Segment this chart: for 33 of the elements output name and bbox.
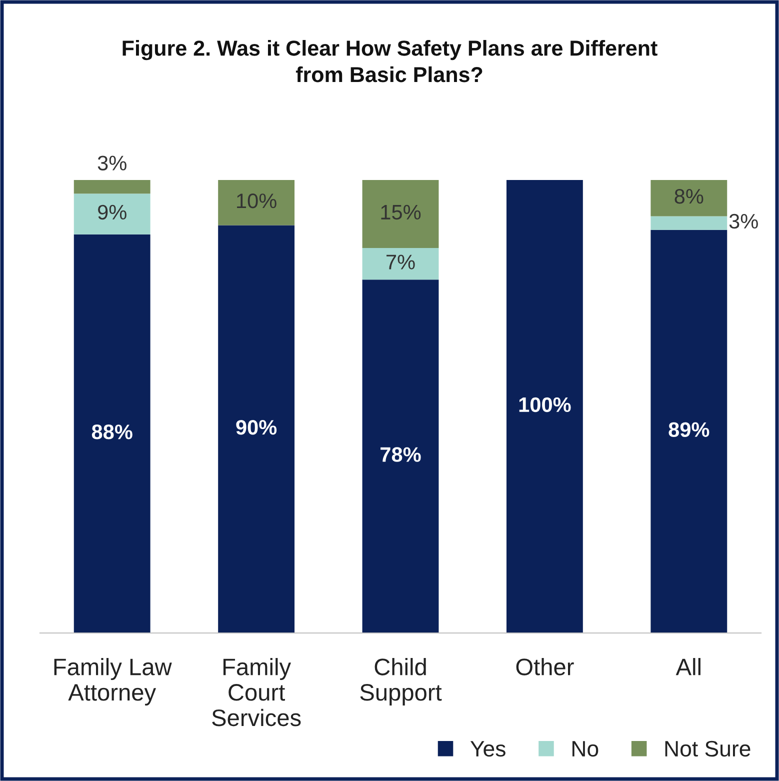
x-tick-label: Family Law Attorney xyxy=(54,658,172,706)
bar xyxy=(650,216,728,230)
bar xyxy=(74,180,150,194)
data-label: 3% xyxy=(729,214,758,229)
bar xyxy=(362,280,439,633)
x-tick-label: Other xyxy=(516,658,574,676)
data-label: 100% xyxy=(519,397,571,412)
data-label: 7% xyxy=(386,254,415,270)
bar xyxy=(650,180,728,216)
legend-label: Not Sure xyxy=(665,740,750,757)
x-tick-label: Child Support xyxy=(360,658,442,706)
bar xyxy=(362,180,439,248)
bar xyxy=(218,225,295,633)
bar xyxy=(650,230,728,633)
legend-label: No xyxy=(572,741,598,757)
data-label: 9% xyxy=(98,204,126,220)
x-tick-label: Family Court Services xyxy=(212,658,301,726)
bar xyxy=(74,234,150,633)
bar xyxy=(218,180,295,226)
data-label: 89% xyxy=(668,422,710,438)
bar xyxy=(362,248,439,280)
legend-label: Yes xyxy=(470,741,506,757)
data-label: 3% xyxy=(98,156,126,170)
data-label: 8% xyxy=(674,188,704,204)
data-label: 10% xyxy=(237,193,276,208)
data-label: 90% xyxy=(236,420,277,435)
bar xyxy=(506,180,583,633)
bar xyxy=(74,194,150,234)
data-label: 78% xyxy=(380,447,421,462)
data-label: 15% xyxy=(381,204,421,220)
x-tick-label: All xyxy=(676,658,700,676)
data-label: 88% xyxy=(92,424,132,440)
chart-title: Figure 2. Was it Clear How Safety Plans are Different from Basic Plans? xyxy=(122,40,658,82)
